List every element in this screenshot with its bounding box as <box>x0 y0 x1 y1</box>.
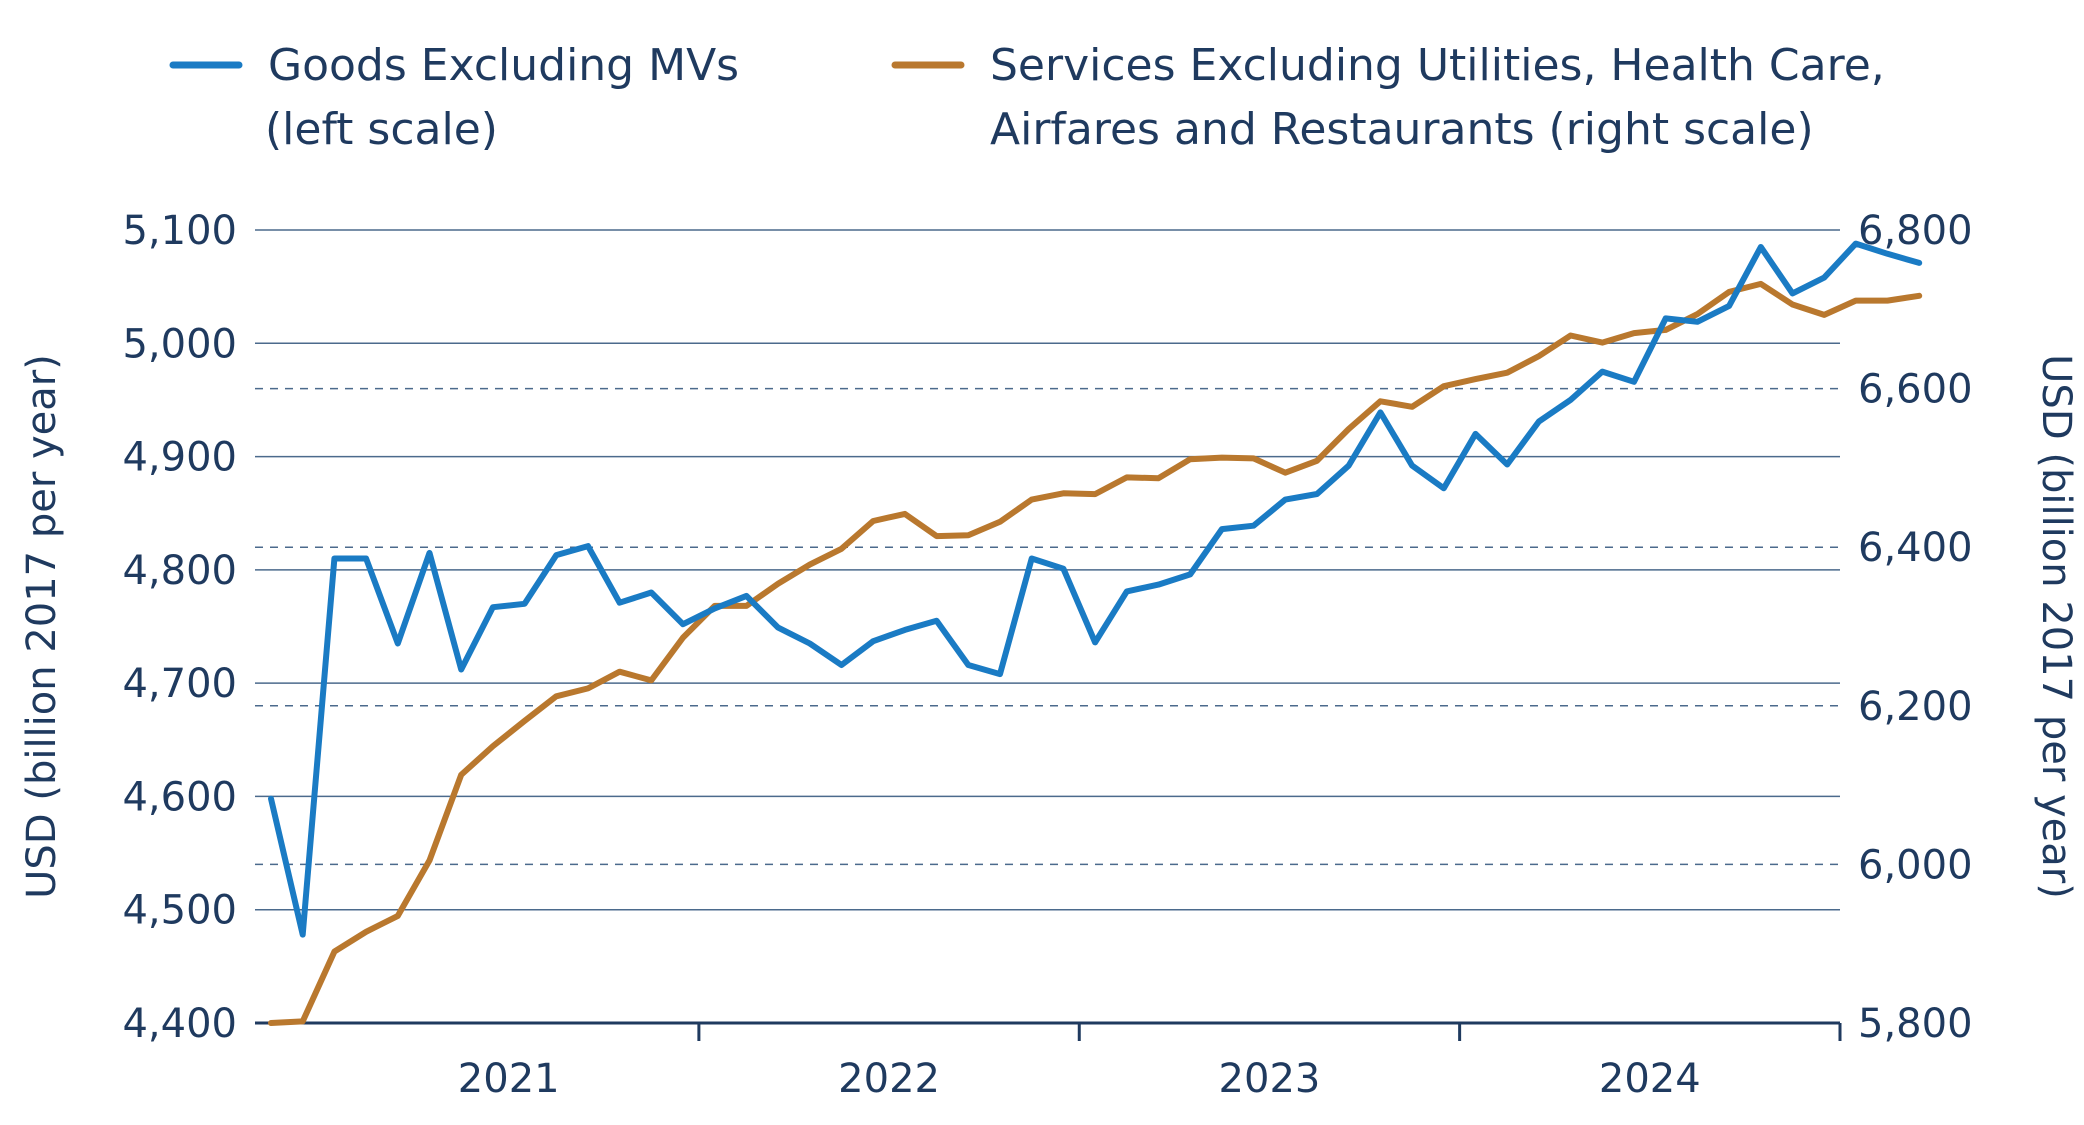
legend-label-services-line2: Airfares and Restaurants (right scale) <box>990 104 1814 155</box>
x-tick-label: 2021 <box>458 1056 560 1102</box>
gridlines-left-axis <box>255 229 1840 911</box>
left-tick-label: 4,900 <box>122 435 237 481</box>
left-tick-label: 5,100 <box>122 208 237 254</box>
series-line-goods <box>268 240 1923 938</box>
series-line-services <box>268 280 1923 1026</box>
left-tick-label: 4,800 <box>122 548 237 594</box>
left-tick-label: 4,500 <box>122 888 237 934</box>
gridlines-right-axis <box>255 387 1840 866</box>
legend-label-goods-line1: Goods Excluding MVs <box>268 40 739 91</box>
left-tick-label: 4,600 <box>122 774 237 820</box>
left-tick-label: 5,000 <box>122 321 237 367</box>
x-tick-label: 2024 <box>1599 1056 1701 1102</box>
left-axis-title: USD (billion 2017 per year) <box>19 354 65 899</box>
legend-label-services-line1: Services Excluding Utilities, Health Car… <box>990 40 1885 91</box>
legend-label-goods-line2: (left scale) <box>265 104 498 155</box>
left-tick-label: 4,700 <box>122 661 237 707</box>
legend: Goods Excluding MVs (left scale) Service… <box>169 40 1885 155</box>
right-tick-label: 6,200 <box>1858 684 1973 730</box>
right-tick-label: 5,800 <box>1858 1001 1973 1047</box>
right-axis-title: USD (billion 2017 per year) <box>2033 354 2079 899</box>
right-tick-label: 6,400 <box>1858 525 1973 571</box>
x-tick-label: 2023 <box>1219 1056 1321 1102</box>
right-tick-label: 6,000 <box>1858 842 1973 888</box>
left-tick-label: 4,400 <box>122 1001 237 1047</box>
left-axis-tick-labels: 4,400 4,500 4,600 4,700 4,800 4,900 5,000 5,100 <box>122 208 237 1047</box>
series-layer <box>268 240 1923 1026</box>
x-axis: 2021 2022 2023 2024 <box>255 1021 1842 1102</box>
right-tick-label: 6,800 <box>1858 208 1973 254</box>
right-tick-label: 6,600 <box>1858 367 1973 413</box>
x-tick-label: 2022 <box>838 1056 940 1102</box>
right-axis-tick-labels: 5,800 6,000 6,200 6,400 6,600 6,800 <box>1858 208 1973 1047</box>
